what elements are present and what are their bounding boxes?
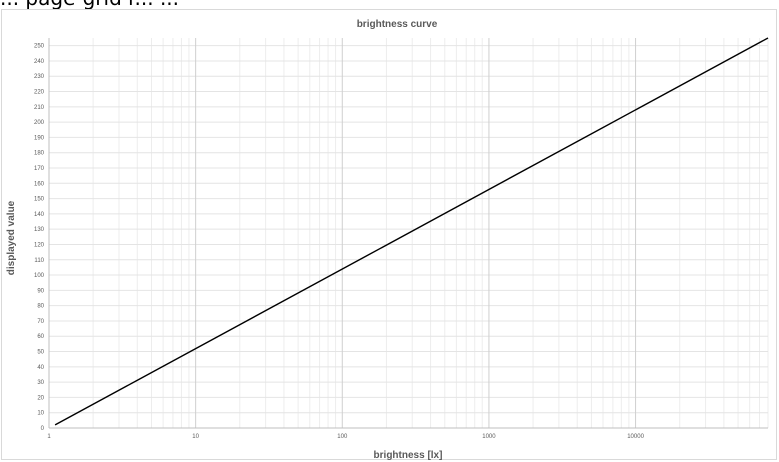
y-tick-label: 230 (34, 74, 45, 80)
chart-title: brightness curve (357, 19, 438, 30)
x-tick-label: 1000 (482, 434, 496, 440)
y-tick-label: 20 (37, 395, 44, 401)
y-tick-label: 100 (34, 273, 45, 279)
y-tick-label: 210 (34, 105, 45, 111)
y-tick-label: 190 (34, 135, 45, 141)
brightness-chart: brightness curve brightness [lx] display… (6, 19, 769, 461)
y-tick-label: 200 (34, 120, 45, 126)
y-tick-label: 180 (34, 151, 45, 157)
y-axis-label: displayed value (6, 200, 17, 275)
chart-frame: brightness curve brightness [lx] display… (1, 9, 777, 461)
y-tick-label: 130 (34, 227, 45, 233)
y-tick-label: 30 (37, 380, 44, 386)
x-tick-label: 10000 (627, 434, 644, 440)
grid-layer (48, 38, 769, 429)
y-tick-label: 90 (37, 288, 44, 294)
x-axis-label: brightness [lx] (374, 450, 443, 461)
y-tick-label: 110 (34, 258, 44, 264)
y-tick-label: 250 (34, 44, 45, 50)
y-tick-label: 0 (41, 426, 45, 432)
y-tick-label: 60 (37, 334, 44, 340)
y-tick-label: 150 (34, 197, 45, 203)
y-tick-label: 170 (34, 166, 45, 172)
x-tick-label: 100 (337, 434, 348, 440)
y-tick-label: 240 (34, 59, 45, 65)
y-tick-label: 160 (34, 181, 45, 187)
y-tick-label: 220 (34, 90, 45, 96)
y-tick-label: 120 (34, 242, 45, 248)
x-tick-label: 1 (47, 434, 51, 440)
series-line (54, 37, 769, 426)
y-tick-label: 10 (37, 411, 44, 417)
series-layer (54, 37, 769, 426)
y-tick-label: 40 (37, 365, 44, 371)
top-caption: ... page-grid r... ... (0, 0, 179, 12)
y-tick-label: 70 (37, 319, 44, 325)
y-tick-label: 50 (37, 350, 44, 356)
x-tick-label: 10 (192, 434, 199, 440)
tick-layer: 0102030405060708090100110120130140150160… (34, 44, 645, 440)
y-tick-label: 140 (34, 212, 45, 218)
y-tick-label: 80 (37, 304, 44, 310)
